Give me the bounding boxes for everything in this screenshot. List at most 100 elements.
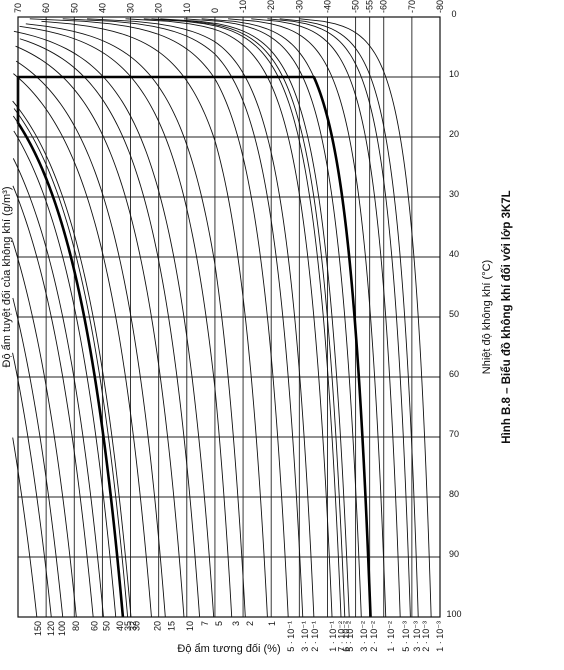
abs-humidity-tick-label: 80 (71, 621, 81, 631)
isohume-curves (12, 18, 432, 618)
abs-humidity-tick-label: 6 · 10⁻² (341, 621, 351, 652)
isohume-curve (12, 437, 38, 618)
temperature-tick-label: 40 (97, 3, 107, 13)
y-axis-label-right: Nhiệt độ không khí (°C) (481, 260, 493, 374)
temperature-tick-label: 30 (126, 3, 136, 13)
rh-tick-label: 60 (449, 369, 459, 379)
abs-humidity-tick-label: 2 (245, 621, 255, 626)
abs-humidity-tick-label: 32 (128, 621, 138, 631)
plot-frame (17, 16, 441, 618)
isohume-curve (12, 158, 104, 618)
temperature-tick-label: -80 (435, 0, 445, 13)
abs-humidity-tick-label: 1 · 10⁻² (386, 621, 396, 652)
rh-tick-label: 90 (449, 549, 459, 559)
abs-humidity-tick-label: 100 (57, 621, 67, 636)
isohume-curve (25, 23, 246, 618)
isohume-curve (279, 18, 419, 618)
isohume-curve (228, 18, 387, 618)
temperature-tick-label: -60 (379, 0, 389, 13)
isohume-curve (13, 30, 215, 618)
rh-tick-label: 40 (449, 249, 459, 259)
temperature-tick-label: -30 (294, 0, 304, 13)
temperature-tick-label: 10 (182, 3, 192, 13)
temperature-tick-label: 50 (69, 3, 79, 13)
abs-humidity-tick-label: 3 · 10⁻¹ (300, 621, 310, 652)
rh-tick-label: 80 (449, 489, 459, 499)
rh-tick-label: 0 (451, 9, 456, 19)
temperature-tick-label: -55 (365, 0, 375, 13)
isohume-curve (15, 60, 166, 618)
isohume-curve (19, 25, 233, 618)
abs-humidity-tick-label: 20 (153, 621, 163, 631)
isohume-curve (125, 18, 333, 618)
isohume-curve (151, 18, 346, 618)
isohume-curve (15, 45, 185, 618)
rh-tick-label: 10 (449, 69, 459, 79)
abs-humidity-tick-label: 3 · 10⁻³ (412, 621, 422, 652)
abs-humidity-tick-label: 50 (101, 621, 111, 631)
abs-humidity-tick-label: 30 (132, 621, 142, 631)
abs-humidity-tick-label: 40 (115, 621, 125, 631)
figure-caption: Hình B.8 – Biểu đồ không khí đối với lớp… (501, 190, 513, 443)
isohume-curve (12, 100, 132, 618)
abs-humidity-tick-label: 2 · 10⁻² (369, 621, 379, 652)
abs-humidity-tick-label: 5 (214, 621, 224, 626)
temperature-tick-label: 20 (154, 3, 164, 13)
temperature-tick-labels: 70 60 50 40 30 20 10 0 -10 -20 -30 -40 -50 -55 -60 -70 -… (13, 0, 445, 13)
y-axis-label-left: Độ ẩm tuyệt đối của không khí (g/m³) (1, 187, 13, 368)
abs-humidity-tick-label: 60 (90, 621, 100, 631)
abs-humidity-tick-label: 15 (167, 621, 177, 631)
isohume-curve (183, 18, 362, 618)
grid (17, 16, 441, 618)
isohume-curve (13, 130, 117, 618)
abs-humidity-tick-label: 5 · 10⁻¹ (286, 621, 296, 652)
isohume-curve (41, 20, 268, 618)
isohume-curve (62, 18, 304, 618)
abs-humidity-tick-label: 120 (46, 621, 56, 636)
rh-tick-label: 100 (446, 609, 461, 619)
rh-tick-label: 70 (449, 429, 459, 439)
isohume-curve (12, 352, 52, 618)
abs-humidity-tick-label: 1 (267, 621, 277, 626)
abs-humidity-tick-label: 7 (200, 621, 210, 626)
rh-tick-label: 50 (449, 309, 459, 319)
abs-humidity-tick-label: 3 (231, 621, 241, 626)
isohume-curve (267, 18, 411, 618)
abs-humidity-tick-label: 1 · 10⁻³ (435, 621, 445, 652)
abs-humidity-tick-label: 7 · 10⁻² (337, 621, 347, 652)
temperature-tick-label: -70 (407, 0, 417, 13)
isohume-curve (12, 297, 64, 618)
abs-humidity-tick-label: 5 · 10⁻³ (401, 621, 411, 652)
temperature-tick-label: 70 (13, 3, 23, 13)
abs-humidity-tick-label: 150 (33, 621, 43, 636)
isohume-curve (87, 18, 315, 618)
abs-humidity-tick-label: 35 (123, 621, 133, 631)
temperature-tick-label: 0 (210, 8, 220, 13)
climate-boundary-line (16, 75, 372, 618)
abs-humidity-tick-label: 3 · 10⁻² (359, 621, 369, 652)
abs-humidity-tick-label: 2 · 10⁻³ (421, 621, 431, 652)
abs-humidity-tick-label: 1 · 10⁻¹ (328, 621, 338, 652)
abs-humidity-tick-label: 2 · 10⁻¹ (310, 621, 320, 652)
x-axis-label: Độ ẩm tương đối (%) (177, 643, 280, 655)
temperature-tick-label: -40 (322, 0, 332, 13)
abs-humidity-tick-label: 5 · 10⁻² (345, 621, 355, 652)
temperature-tick-label: -50 (351, 0, 361, 13)
temperature-tick-label: 60 (41, 3, 51, 13)
temperature-tick-label: -10 (238, 0, 248, 13)
isohume-curve (299, 18, 432, 618)
isohume-curve (12, 240, 77, 618)
isohume-curve (13, 73, 152, 618)
isohume-curve (13, 108, 129, 618)
climate-boundary (16, 75, 372, 618)
abs-humidity-tick-label: 10 (185, 621, 195, 631)
isohume-curve (19, 38, 201, 618)
isohume-curve (251, 18, 401, 618)
rh-tick-label: 30 (449, 189, 459, 199)
temperature-tick-label: -20 (266, 0, 276, 13)
rh-tick-label: 20 (449, 129, 459, 139)
isohume-curve (12, 185, 94, 618)
